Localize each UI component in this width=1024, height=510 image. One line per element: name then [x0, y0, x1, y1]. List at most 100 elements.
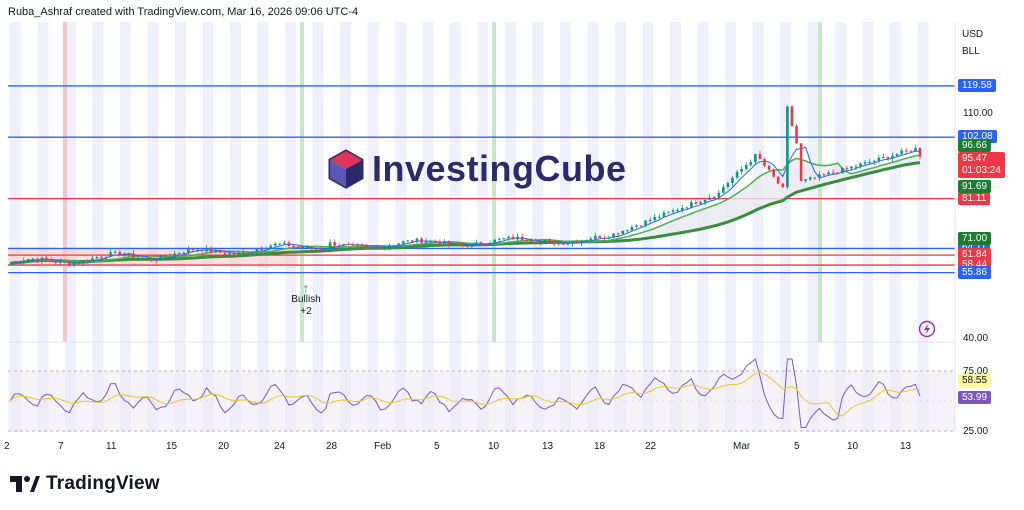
- session-stripe: [92, 22, 104, 432]
- candle-body: [507, 236, 510, 239]
- x-axis-tick: 20: [218, 441, 230, 452]
- candle-body: [388, 245, 391, 247]
- candle-body: [429, 241, 433, 243]
- candle-body: [241, 252, 245, 254]
- x-axis-tick: 7: [58, 441, 64, 452]
- candle-body: [680, 207, 684, 211]
- candle-body: [337, 245, 341, 247]
- session-stripe: [780, 22, 791, 432]
- candle-body: [145, 257, 149, 259]
- tradingview-logo: TradingView: [10, 473, 160, 495]
- candle-body: [109, 252, 112, 257]
- session-stripe: [65, 22, 76, 432]
- candle-body: [717, 192, 721, 198]
- candle-body: [127, 253, 131, 255]
- candle-body: [644, 220, 647, 226]
- candle-body: [781, 183, 785, 188]
- session-stripe: [175, 22, 186, 432]
- x-axis-tick: 5: [794, 441, 800, 452]
- candle-body: [251, 251, 254, 254]
- candle-body: [305, 247, 309, 249]
- candle-body: [260, 249, 263, 251]
- candle-body: [164, 255, 167, 257]
- candle-body: [900, 150, 904, 155]
- candle-body: [155, 259, 158, 261]
- candle-body: [333, 242, 336, 246]
- candle-body: [424, 241, 428, 243]
- candle-body: [827, 172, 830, 175]
- bullish-signal: ↑ Bullish +2: [286, 281, 326, 318]
- candle-body: [232, 253, 236, 255]
- candle-body: [539, 240, 542, 243]
- candle-body: [909, 150, 913, 152]
- candle-body: [475, 242, 478, 244]
- candle-body: [497, 238, 501, 240]
- candle-body: [703, 199, 707, 203]
- candle-body: [799, 143, 803, 181]
- candle-body: [525, 239, 529, 241]
- candle-body: [813, 177, 817, 179]
- candle-body: [237, 252, 240, 255]
- session-stripe: [752, 22, 764, 432]
- session-stripe: [560, 22, 571, 432]
- x-axis-tick: 28: [326, 441, 338, 452]
- candle-body: [40, 257, 44, 261]
- candle-body: [694, 202, 698, 204]
- price-label: 71.00: [958, 232, 992, 245]
- candle-body: [86, 260, 90, 262]
- level-price-label: 61.84: [958, 248, 992, 262]
- candle-body: [31, 258, 35, 260]
- currency-box[interactable]: USD BLL: [962, 26, 983, 60]
- candle-body: [571, 241, 574, 244]
- candle-body: [818, 174, 821, 178]
- session-stripe: [257, 22, 269, 432]
- tradingview-brand: TradingView: [46, 473, 160, 494]
- candle-body: [392, 245, 396, 247]
- candle-body: [351, 244, 355, 246]
- session-stripe: [230, 22, 241, 432]
- x-axis-tick: 10: [488, 441, 500, 452]
- candle-body: [273, 243, 277, 246]
- x-axis-tick: 18: [594, 441, 606, 452]
- candle-body: [383, 246, 387, 249]
- bullish-count: +2: [300, 306, 312, 317]
- candle-body: [786, 106, 789, 188]
- rsi-axis-tick: 75.00: [963, 366, 989, 377]
- candle-body: [104, 256, 108, 258]
- session-stripe: [505, 22, 516, 432]
- candle-body: [530, 240, 533, 242]
- candle-body: [443, 241, 446, 245]
- candle-body: [100, 257, 103, 259]
- candle-body: [626, 230, 629, 232]
- flash-alert-icon[interactable]: [918, 320, 936, 338]
- candle-body: [310, 247, 314, 250]
- x-axis-tick: 10: [847, 441, 859, 452]
- candle-body: [246, 252, 250, 254]
- candle-body: [726, 182, 730, 188]
- candle-body: [347, 244, 350, 246]
- session-stripe: [917, 22, 929, 432]
- session-stripe: [532, 22, 544, 432]
- candle-body: [859, 163, 862, 167]
- candle-body: [328, 242, 332, 250]
- session-stripe: [725, 22, 736, 432]
- candle-body: [287, 242, 291, 246]
- candle-body: [319, 249, 323, 251]
- chart-header: Ruba_Ashraf created with TradingView.com…: [8, 6, 359, 18]
- session-stripe: [422, 22, 434, 432]
- candle-body: [452, 243, 455, 245]
- candle-body: [854, 166, 858, 168]
- candle-body: [17, 261, 21, 263]
- candle-body: [356, 244, 359, 246]
- price-axis-tick: 110.00: [963, 108, 993, 119]
- candle-body: [360, 245, 364, 247]
- candle-body: [324, 249, 327, 251]
- bullish-label: Bullish: [291, 294, 321, 305]
- candle-body: [836, 172, 839, 174]
- countdown-timer: 01:03:24: [962, 165, 1001, 176]
- candle-body: [26, 259, 30, 261]
- highlight-vertical: [300, 22, 304, 342]
- current-price-label: 95.47 01:03:24: [958, 152, 1005, 178]
- candle-body: [415, 238, 419, 242]
